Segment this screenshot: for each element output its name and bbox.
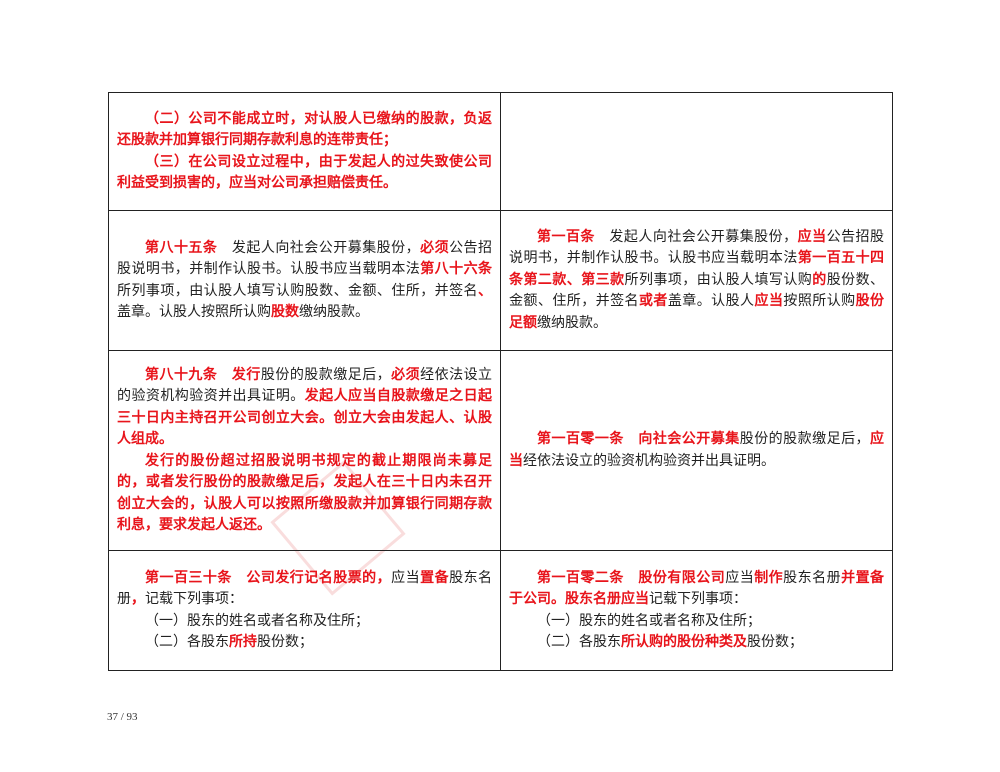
changed-text: 所认购的股份种类及 — [621, 634, 747, 650]
changed-text: 必须 — [391, 366, 421, 383]
table-row: 第一百三十条 公司发行记名股票的，应当置备股东名册，记载下列事项： （一）股东的姓… — [108, 550, 893, 671]
text-segment: 公告招股说明书，并制作认股书。认股书应当载明本法 — [117, 239, 493, 278]
text-segment: （一）股东的姓名或者名称及住所； — [145, 612, 369, 629]
article-paragraph: 第八十九条 发行股份的股款缴足后，必须经依法设立的验资机构验资并出具证明。发起人… — [117, 365, 492, 451]
article-paragraph: 第一百零一条 向社会公开募集股份的股款缴足后，应当经依法设立的验资机构验资并出具… — [509, 429, 884, 472]
text-segment — [624, 570, 638, 586]
table-row: （二）公司不能成立时，对认股人已缴纳的股款，负返还股款并加算银行同期存款利息的连… — [108, 92, 893, 211]
changed-text: 第八十五条 — [145, 239, 218, 256]
text-segment: 股东名册 — [783, 569, 842, 586]
changed-text: 的 — [812, 271, 827, 288]
changed-text: 应当 — [754, 293, 784, 310]
changed-text: 股数 — [271, 304, 299, 320]
comparison-table: （二）公司不能成立时，对认股人已缴纳的股款，负返还股款并加算银行同期存款利息的连… — [108, 92, 893, 671]
article-paragraph: （二）各股东所持股份数； — [117, 632, 492, 654]
text-segment: 按照所认购 — [783, 293, 856, 310]
article-paragraph: （一）股东的姓名或者名称及住所； — [509, 611, 884, 633]
changed-text: 应当 — [509, 431, 885, 469]
article-paragraph: （二）公司不能成立时，对认股人已缴纳的股款，负返还股款并加算银行同期存款利息的连… — [117, 109, 492, 152]
text-segment: 股东名册 — [117, 569, 493, 608]
right-cell — [500, 92, 893, 211]
right-cell: 第一百条 发起人向社会公开募集股份，应当公告招股说明书，并制作认股书。认股书应当… — [500, 210, 893, 351]
text-segment: 所列事项，由认股人填写认购 — [624, 271, 813, 288]
article-paragraph: 第一百零二条 股份有限公司应当制作股东名册并置备于公司。股东名册应当记载下列事项… — [509, 568, 884, 611]
text-segment: 发起人向社会公开募集股份， — [217, 239, 421, 256]
text-segment: 应当 — [725, 569, 755, 586]
article-paragraph: 第八十五条 发起人向社会公开募集股份，必须公告招股说明书，并制作认股书。认股书应… — [117, 238, 492, 324]
article-paragraph: 发行的股份超过招股说明书规定的截止期限尚未募足的，或者发行股份的股款缴足后，发起… — [117, 451, 492, 537]
changed-text: 应当 — [797, 228, 827, 245]
article-paragraph: （二）各股东所认购的股份种类及股份数； — [509, 632, 884, 654]
text-segment: 公告招股说明书，并制作认股书。认股书应当载明本法 — [509, 228, 885, 267]
article-paragraph: 第一百条 发起人向社会公开募集股份，应当公告招股说明书，并制作认股书。认股书应当… — [509, 227, 884, 335]
text-segment: 股份数； — [747, 634, 803, 650]
text-segment: 股份数； — [257, 634, 313, 650]
table-row: 第八十九条 发行股份的股款缴足后，必须经依法设立的验资机构验资并出具证明。发起人… — [108, 350, 893, 551]
text-segment: 记载下列事项： — [145, 591, 243, 607]
text-segment: （二）各股东 — [537, 634, 621, 650]
text-segment — [232, 570, 246, 586]
text-segment: 应当 — [391, 569, 421, 586]
article-paragraph: （三）在公司设立过程中，由于发起人的过失致使公司利益受到损害的，应当对公司承担赔… — [117, 152, 492, 195]
changed-text: 第一百零一条 — [537, 431, 624, 447]
table-row: 第八十五条 发起人向社会公开募集股份，必须公告招股说明书，并制作认股书。认股书应… — [108, 210, 893, 351]
right-cell: 第一百零二条 股份有限公司应当制作股东名册并置备于公司。股东名册应当记载下列事项… — [500, 550, 893, 671]
right-cell: 第一百零一条 向社会公开募集股份的股款缴足后，应当经依法设立的验资机构验资并出具… — [500, 350, 893, 551]
changed-text: 公司发行记名股票的， — [246, 569, 392, 586]
text-segment: 记载下列事项： — [649, 591, 747, 607]
changed-text: 或者 — [638, 293, 668, 310]
left-cell: 第一百三十条 公司发行记名股票的，应当置备股东名册，记载下列事项： （一）股东的姓… — [108, 550, 501, 671]
text-segment: 盖章。认股人按照所认购 — [117, 304, 271, 320]
changed-text: 第一百条 — [537, 228, 595, 245]
changed-text: 第八十九条 — [145, 366, 218, 383]
changed-text: 向社会公开募集 — [638, 431, 740, 447]
changed-text: 第八十六条 — [420, 261, 493, 277]
text-segment — [624, 431, 638, 447]
text-segment: 经依法设立的验资机构验资并出具证明。 — [523, 452, 775, 469]
changed-text: 置备 — [420, 569, 450, 586]
changed-text: 制作 — [754, 569, 784, 586]
changed-text: 并置备于公司。股东名册应当 — [509, 569, 885, 608]
changed-text: 第一百三十条 — [145, 569, 232, 586]
left-cell: 第八十九条 发行股份的股款缴足后，必须经依法设立的验资机构验资并出具证明。发起人… — [108, 350, 501, 551]
text-segment: 缴纳股款。 — [299, 304, 369, 320]
changed-text: 股份有限公司 — [638, 569, 726, 586]
left-cell: （二）公司不能成立时，对认股人已缴纳的股款，负返还股款并加算银行同期存款利息的连… — [108, 92, 501, 211]
changed-text: 发行 — [231, 366, 261, 383]
page-number: 37 / 93 — [107, 711, 138, 723]
text-segment: 发起人向社会公开募集股份， — [594, 228, 798, 245]
text-segment: 经依法设立的验资机构验资并出具证明。 — [117, 366, 493, 405]
changed-text: ， — [131, 591, 145, 607]
changed-text: 、 — [478, 282, 492, 299]
changed-text: 发行的股份超过招股说明书规定的截止期限尚未募足的，或者发行股份的股款缴足后，发起… — [117, 452, 492, 534]
article-paragraph: 第一百三十条 公司发行记名股票的，应当置备股东名册，记载下列事项： — [117, 568, 492, 611]
text-segment — [217, 367, 231, 383]
article-paragraph: （一）股东的姓名或者名称及住所； — [117, 611, 492, 633]
changed-text: 第一百零二条 — [537, 569, 624, 586]
changed-text: 必须 — [420, 239, 450, 256]
text-segment: 股份数、金额、住所，并签名 — [509, 271, 885, 310]
text-segment: 盖章。认股人 — [667, 293, 755, 310]
text-segment: 股份的股款缴足后， — [260, 366, 392, 383]
text-segment: 股份的股款缴足后， — [739, 431, 871, 447]
changed-text: 所持 — [229, 634, 257, 650]
changed-text: 发起人应当自股款缴足之日起三十日内主持召开公司创立大会。创立大会由发起人、认股人… — [117, 388, 493, 447]
changed-text: 第一百五十四条第二款、第三款 — [509, 250, 885, 288]
text-segment: （一）股东的姓名或者名称及住所； — [537, 612, 761, 629]
text-segment: 所列事项，由认股人填写认购股数、金额、住所，并签名 — [117, 282, 478, 299]
changed-text: （二）公司不能成立时，对认股人已缴纳的股款，负返还股款并加算银行同期存款利息的连… — [117, 110, 492, 149]
text-segment: 缴纳股款。 — [537, 314, 607, 331]
text-segment: （二）各股东 — [145, 634, 229, 650]
changed-text: （三）在公司设立过程中，由于发起人的过失致使公司利益受到损害的，应当对公司承担赔… — [117, 153, 492, 192]
changed-text: 股份足额 — [509, 293, 885, 331]
left-cell: 第八十五条 发起人向社会公开募集股份，必须公告招股说明书，并制作认股书。认股书应… — [108, 210, 501, 351]
